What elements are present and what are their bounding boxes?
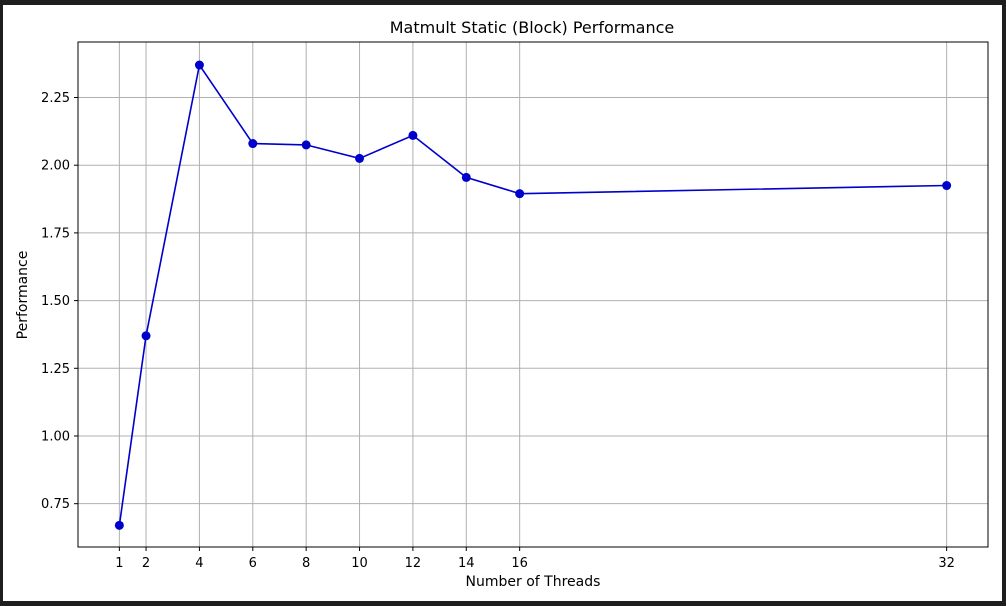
data-point bbox=[355, 153, 365, 163]
data-point bbox=[515, 189, 525, 199]
y-tick-label: 0.75 bbox=[41, 497, 70, 512]
x-tick-label: 1 bbox=[115, 556, 123, 571]
chart-title: Matmult Static (Block) Performance bbox=[390, 18, 674, 37]
x-tick-label: 10 bbox=[351, 556, 368, 571]
y-tick-label: 1.75 bbox=[41, 226, 70, 241]
y-tick-label: 2.00 bbox=[41, 159, 70, 174]
data-point bbox=[461, 172, 471, 182]
y-tick-label: 2.25 bbox=[41, 91, 70, 106]
x-tick-label: 6 bbox=[249, 556, 257, 571]
data-point bbox=[194, 60, 204, 70]
grid bbox=[78, 42, 988, 547]
data-point bbox=[408, 130, 418, 140]
data-point bbox=[942, 181, 952, 191]
x-axis-label: Number of Threads bbox=[466, 574, 601, 590]
y-axis-label: Performance bbox=[15, 251, 31, 340]
series-layer bbox=[114, 60, 952, 530]
x-tick-label: 16 bbox=[511, 556, 528, 571]
plot-area bbox=[77, 41, 989, 548]
y-tick-label: 1.25 bbox=[41, 362, 70, 377]
x-tick-label: 32 bbox=[938, 556, 955, 571]
data-point bbox=[248, 139, 258, 149]
x-tick-label: 14 bbox=[458, 556, 475, 571]
series-line bbox=[118, 62, 947, 526]
x-axis-ticks: 1 2 4 6 8 10 12 14 16 32 bbox=[115, 547, 955, 571]
x-tick-label: 4 bbox=[195, 556, 203, 571]
x-tick-label: 8 bbox=[302, 556, 310, 571]
data-point bbox=[141, 331, 151, 341]
data-point bbox=[114, 520, 124, 530]
y-tick-label: 1.00 bbox=[41, 429, 70, 444]
data-point bbox=[301, 140, 311, 150]
y-tick-label: 1.50 bbox=[41, 294, 70, 309]
y-axis-ticks: 0.75 1.00 1.25 1.50 1.75 2.00 2.25 bbox=[41, 91, 78, 512]
x-tick-label: 2 bbox=[142, 556, 150, 571]
x-tick-label: 12 bbox=[405, 556, 422, 571]
